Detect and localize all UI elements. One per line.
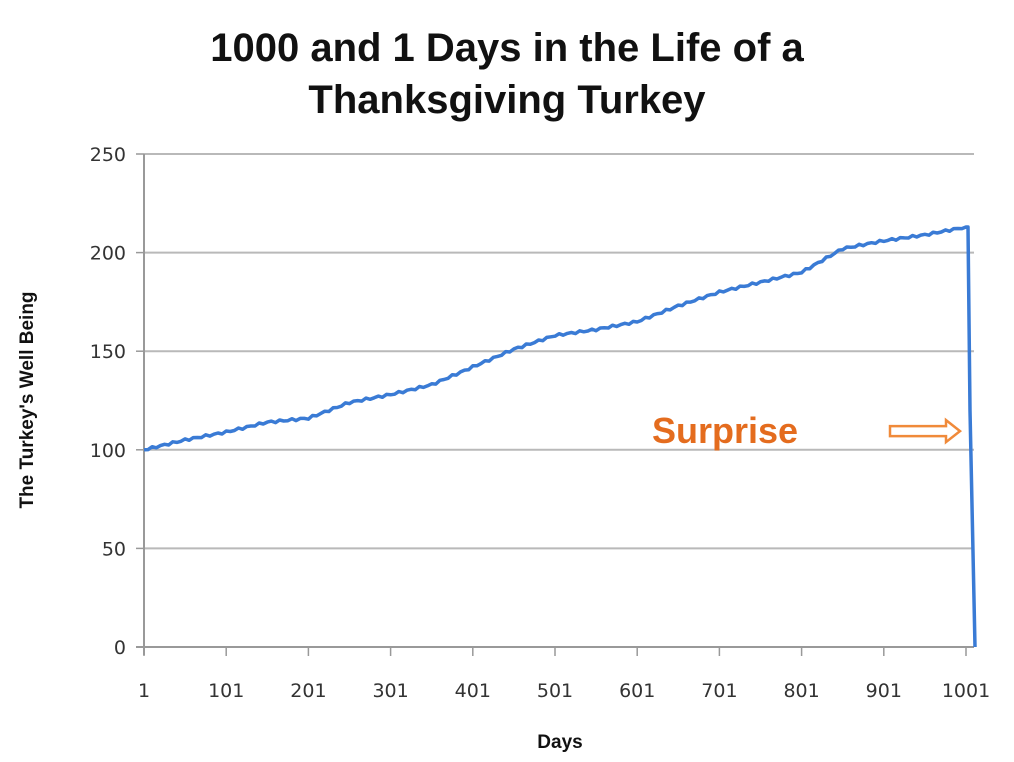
chart-title: 1000 and 1 Days in the Life of a Thanksg… bbox=[0, 22, 1014, 126]
x-axis-ticks: 1 101 201 301 401 501 601 701 801 901 1001 bbox=[138, 647, 990, 702]
series-line bbox=[143, 225, 977, 648]
surprise-annotation: Surprise bbox=[652, 410, 799, 451]
x-tick-label: 801 bbox=[783, 680, 819, 702]
y-tick-label: 150 bbox=[90, 341, 126, 363]
y-tick-label: 250 bbox=[90, 144, 126, 166]
y-axis-label: The Turkey's Well Being bbox=[17, 291, 38, 509]
chart-title-line-2: Thanksgiving Turkey bbox=[308, 78, 706, 122]
x-tick-label: 101 bbox=[208, 680, 244, 702]
y-tick-label: 200 bbox=[90, 243, 126, 265]
x-tick-label: 601 bbox=[619, 680, 655, 702]
x-tick-label: 1001 bbox=[942, 680, 990, 702]
chart-title-line-1: 1000 and 1 Days in the Life of a bbox=[210, 26, 804, 70]
x-tick-label: 1 bbox=[138, 680, 150, 702]
y-tick-label: 0 bbox=[114, 637, 126, 659]
x-tick-label: 401 bbox=[455, 680, 491, 702]
x-axis-label: Days bbox=[537, 732, 583, 753]
x-tick-label: 901 bbox=[866, 680, 902, 702]
y-tick-label: 100 bbox=[90, 440, 126, 462]
gridlines bbox=[144, 153, 974, 550]
x-tick-label: 301 bbox=[372, 680, 408, 702]
y-tick-label: 50 bbox=[102, 538, 126, 560]
axes bbox=[136, 154, 974, 655]
y-axis-ticks: 0 50 100 150 200 250 bbox=[90, 144, 144, 659]
x-tick-label: 501 bbox=[537, 680, 573, 702]
x-tick-label: 701 bbox=[701, 680, 737, 702]
right-arrow-icon bbox=[888, 417, 963, 445]
x-tick-label: 201 bbox=[290, 680, 326, 702]
